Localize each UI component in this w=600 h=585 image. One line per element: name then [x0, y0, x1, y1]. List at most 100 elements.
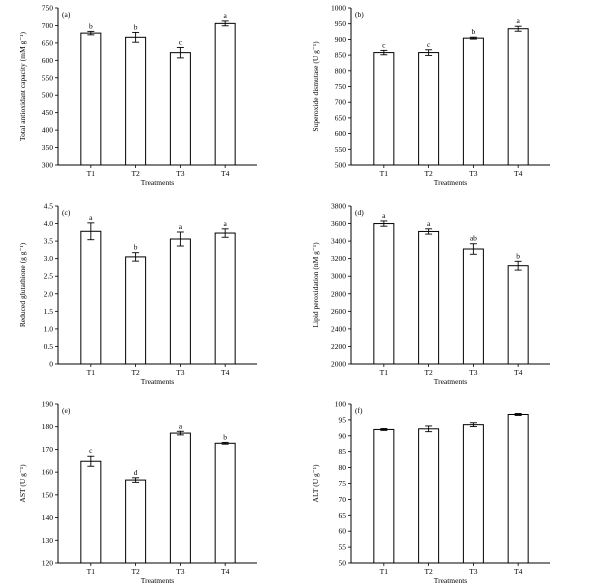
y-tick-label: 650 [42, 38, 54, 47]
x-tick-label: T2 [424, 567, 433, 576]
x-axis-label: Treatments [434, 178, 468, 187]
x-tick-label: T3 [176, 169, 185, 178]
significance-letter: c [382, 40, 386, 49]
bar [418, 428, 440, 564]
chart-panel-5: 50 55 60 65 70 75 80 85 90 95 100 T1 T2 T3 T4 Treatment… [311, 400, 550, 585]
y-tick-label: 550 [335, 145, 347, 154]
panel-label: (e) [62, 406, 71, 415]
y-tick-label: 2.0 [44, 289, 54, 298]
y-tick-label: 4.5 [44, 202, 54, 211]
significance-letter: c [427, 40, 431, 49]
bar [169, 238, 191, 365]
bar [169, 432, 191, 564]
significance-letter: c [179, 37, 183, 46]
bar [80, 230, 102, 365]
bar [462, 248, 484, 365]
y-tick-label: 2.5 [44, 272, 54, 281]
x-tick-label: T4 [221, 567, 230, 576]
x-tick-label: T4 [221, 169, 230, 178]
y-tick-label: 300 [42, 161, 54, 170]
y-axis-label: Superoxide dismutase (U g⁻¹) [311, 41, 320, 132]
y-tick-label: 85 [339, 447, 347, 456]
y-tick-label: 800 [335, 66, 347, 75]
significance-letter: b [472, 27, 476, 36]
y-tick-label: 65 [339, 511, 347, 520]
significance-letter: b [516, 251, 520, 260]
y-tick-label: 80 [339, 463, 347, 472]
y-tick-label: 400 [42, 126, 54, 135]
x-tick-label: T1 [87, 567, 96, 576]
y-tick-label: 500 [335, 161, 347, 170]
y-tick-label: 150 [42, 490, 54, 499]
significance-letter: a [89, 213, 93, 222]
y-tick-label: 700 [335, 98, 347, 107]
y-tick-label: 1000 [331, 4, 346, 13]
x-tick-label: T2 [131, 567, 140, 576]
bar [80, 32, 102, 166]
significance-letter: a [223, 11, 227, 20]
significance-letter: b [134, 243, 138, 252]
x-axis-label: Treatments [434, 377, 468, 386]
significance-letter: a [382, 211, 386, 220]
bar [373, 52, 395, 166]
x-tick-label: T1 [87, 368, 96, 377]
x-tick-label: T2 [131, 169, 140, 178]
y-tick-label: 160 [42, 468, 54, 477]
y-tick-label: 350 [42, 143, 54, 152]
bar [462, 37, 484, 166]
y-tick-label: 850 [335, 51, 347, 60]
y-tick-label: 180 [42, 422, 54, 431]
x-tick-label: T3 [176, 567, 185, 576]
y-tick-label: 55 [339, 543, 347, 552]
y-tick-label: 170 [42, 445, 54, 454]
y-axis-label: ALT (U g⁻¹) [311, 464, 320, 502]
y-tick-label: 4.0 [44, 219, 54, 228]
bar [125, 479, 147, 564]
bar [214, 442, 236, 564]
y-tick-label: 75 [339, 479, 347, 488]
bar [214, 232, 236, 365]
y-tick-label: 3400 [331, 237, 346, 246]
y-tick-label: 70 [339, 495, 347, 504]
x-tick-label: T2 [424, 368, 433, 377]
x-tick-label: T3 [469, 169, 478, 178]
y-tick-label: 140 [42, 513, 54, 522]
y-tick-label: 1.5 [44, 307, 54, 316]
x-tick-label: T4 [514, 567, 523, 576]
bar [125, 256, 147, 365]
significance-letter: ab [470, 234, 477, 243]
chart-panel-0: 300 350 400 450 500 550 600 650 700 750 b T1 b T2 c T3 a… [18, 4, 257, 187]
y-tick-label: 120 [42, 559, 54, 568]
significance-letter: a [223, 219, 227, 228]
y-tick-label: 3600 [331, 219, 346, 228]
y-tick-label: 3200 [331, 254, 346, 263]
y-tick-label: 500 [42, 91, 54, 100]
bar [462, 424, 484, 564]
y-tick-label: 900 [335, 35, 347, 44]
bar [373, 428, 395, 564]
y-tick-label: 0.5 [44, 342, 54, 351]
y-tick-label: 50 [339, 559, 347, 568]
y-tick-label: 550 [42, 73, 54, 82]
y-tick-label: 650 [335, 113, 347, 122]
x-tick-label: T1 [380, 368, 389, 377]
y-tick-label: 60 [339, 527, 347, 536]
y-tick-label: 2000 [331, 360, 346, 369]
y-tick-label: 750 [42, 4, 54, 13]
bar [418, 52, 440, 166]
x-axis-label: Treatments [141, 178, 175, 187]
y-tick-label: 0 [49, 360, 53, 369]
y-tick-label: 100 [335, 400, 347, 409]
y-tick-label: 450 [42, 108, 54, 117]
significance-letter: b [223, 432, 227, 441]
y-tick-label: 600 [42, 56, 54, 65]
y-axis-label: Reduced glutathione (g g⁻¹) [18, 242, 27, 327]
panel-label: (d) [355, 208, 364, 217]
chart-panel-4: 120 130 140 150 160 170 180 190 c T1 d T2 a T3 b T4 Trea… [18, 400, 257, 585]
x-tick-label: T3 [176, 368, 185, 377]
panel-label: (a) [62, 10, 71, 19]
x-tick-label: T1 [380, 567, 389, 576]
y-tick-label: 2200 [331, 342, 346, 351]
significance-letter: a [427, 219, 431, 228]
significance-letter: a [516, 16, 520, 25]
